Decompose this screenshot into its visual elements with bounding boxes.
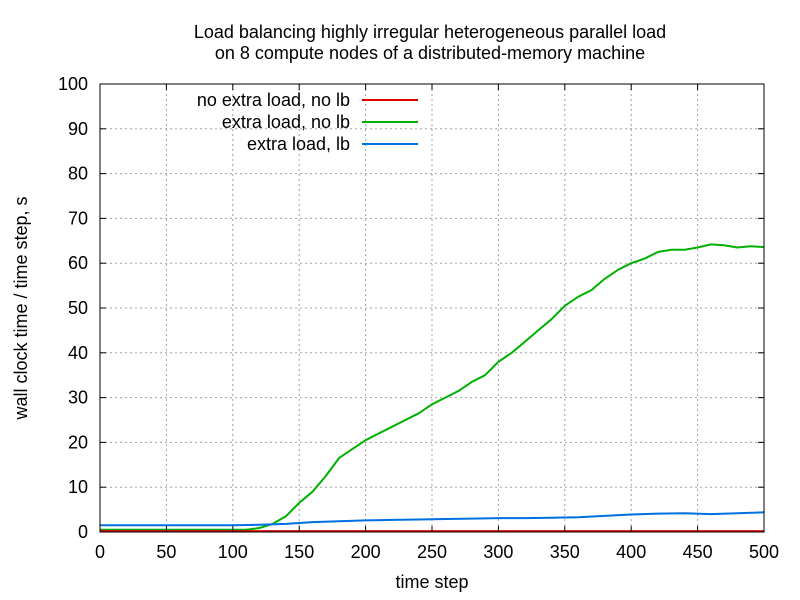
- x-axis-label: time step: [395, 572, 468, 592]
- chart-title-line-2: on 8 compute nodes of a distributed-memo…: [215, 43, 645, 63]
- y-tick-label: 10: [68, 477, 88, 497]
- x-tick-label: 300: [483, 542, 513, 562]
- y-tick-label: 80: [68, 164, 88, 184]
- x-tick-label: 200: [351, 542, 381, 562]
- y-tick-label: 100: [58, 74, 88, 94]
- axis-ticks: 0 50 100 150 200 250 300 350 400 450 500 0 10 20 30 40 5…: [58, 74, 779, 562]
- plot-area: [100, 243, 765, 533]
- x-tick-label: 350: [550, 542, 580, 562]
- chart-title-line-1: Load balancing highly irregular heteroge…: [194, 22, 666, 42]
- y-tick-label: 0: [78, 522, 88, 542]
- x-tick-label: 400: [616, 542, 646, 562]
- x-tick-label: 500: [749, 542, 779, 562]
- legend-label: extra load, no lb: [222, 112, 350, 132]
- y-tick-label: 30: [68, 388, 88, 408]
- y-tick-label: 60: [68, 253, 88, 273]
- x-tick-label: 250: [417, 542, 447, 562]
- y-tick-label: 90: [68, 119, 88, 139]
- y-tick-label: 50: [68, 298, 88, 318]
- series-line-2: [100, 511, 765, 527]
- x-tick-label: 0: [95, 542, 105, 562]
- y-tick-label: 20: [68, 432, 88, 452]
- x-tick-label: 100: [218, 542, 248, 562]
- y-tick-label: 40: [68, 343, 88, 363]
- series-line-1: [100, 243, 765, 531]
- y-axis-label: wall clock time / time step, s: [11, 196, 31, 420]
- x-tick-label: 150: [284, 542, 314, 562]
- legend-label: extra load, lb: [247, 134, 350, 154]
- x-tick-label: 450: [683, 542, 713, 562]
- legend-label: no extra load, no lb: [197, 90, 350, 110]
- grid-lines: [100, 84, 764, 532]
- y-tick-label: 70: [68, 208, 88, 228]
- x-tick-label: 50: [156, 542, 176, 562]
